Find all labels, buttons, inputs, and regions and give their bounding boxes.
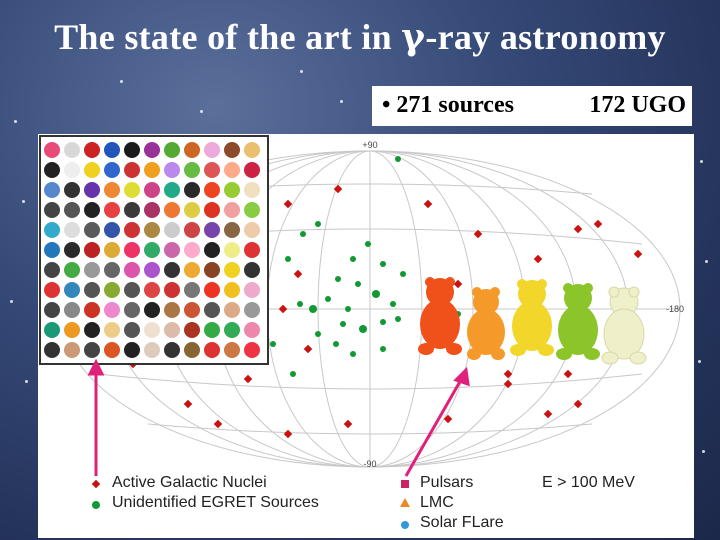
ugo-count: 172 UGO [589,92,686,118]
agn-marker [278,304,288,314]
agn-marker [533,254,543,264]
arrow-pulsar-to-bears [404,377,464,477]
ugo-marker [350,351,356,357]
agn-marker [443,414,453,424]
ugo-marker [372,290,380,298]
agn-marker [183,399,193,409]
sky-map-panel: +90 -90 -180 [38,134,694,538]
legend-agn-label: Active Galactic Nuclei [112,474,267,491]
agn-marker [213,419,223,429]
sources-count: • 271 sources [382,92,514,118]
ugo-marker [345,306,351,312]
lon-right-label: -180 [666,304,684,314]
ugo-marker [395,156,401,162]
agn-marker [423,199,433,209]
legend-symbols [91,479,410,529]
legend-ugo-symbol [92,501,100,509]
ugo-marker [390,301,396,307]
gummy-bear-green [556,283,600,360]
gummy-bear-yellow [510,279,554,356]
gummy-bear-clear [601,286,647,365]
ugo-marker [300,231,306,237]
legend-ugo-label: Unidentified EGRET Sources [112,494,319,511]
legend-solar-label: Solar FLare [420,514,504,531]
agn-marker [633,249,643,259]
ugo-marker [290,371,296,377]
ugo-marker [380,261,386,267]
agn-marker [593,219,603,229]
arrows [87,358,470,477]
ugo-marker [380,319,386,325]
agn-marker [573,399,583,409]
legend-lmc-symbol [400,498,410,507]
ugo-marker [395,316,401,322]
slide-title: The state of the art in γ-ray astronomy [54,16,666,58]
ugo-marker [315,331,321,337]
ugo-marker [285,256,291,262]
ugo-marker [359,325,367,333]
legend-agn-symbol [91,479,101,489]
ugo-marker [315,221,321,227]
stats-box: • 271 sources 172 UGO [372,86,692,126]
agn-marker [563,369,573,379]
ugo-marker [365,241,371,247]
agn-marker [573,224,583,234]
candy-collage-image [39,135,269,365]
ugo-marker [335,276,341,282]
agn-marker [283,429,293,439]
energy-threshold-label: E > 100 MeV [542,474,635,491]
legend-pulsars-label: Pulsars [420,474,474,491]
ugo-markers [270,156,461,377]
gamma-symbol: γ [401,16,426,58]
agn-marker [243,374,253,384]
ugo-marker [340,321,346,327]
lat-bottom-label: -90 [363,459,376,469]
ugo-marker [400,271,406,277]
agn-marker [303,344,313,354]
ugo-marker [350,256,356,262]
agn-marker [473,229,483,239]
agn-marker [283,199,293,209]
agn-marker [333,184,343,194]
ugo-marker [297,301,303,307]
agn-marker [343,419,353,429]
ugo-marker [333,341,339,347]
ugo-marker [309,305,317,313]
candy-grid [44,142,260,358]
agn-marker [503,369,513,379]
gummy-bear-light-orange [467,287,505,360]
sky-map-figure: +90 -90 -180 [39,135,684,529]
agn-marker [503,379,513,389]
legend-lmc-label: LMC [420,494,454,511]
legend-pulsar-symbol [401,480,409,488]
ugo-marker [355,281,361,287]
agn-marker [453,279,463,289]
ugo-marker [325,296,331,302]
lat-top-label: +90 [362,140,377,150]
legend-solar-symbol [401,521,409,529]
agn-marker [543,409,553,419]
gummy-bear-orange [418,277,462,355]
gummy-bears-image [418,277,647,365]
ugo-marker [270,341,276,347]
ugo-marker [380,346,386,352]
agn-marker [293,269,303,279]
